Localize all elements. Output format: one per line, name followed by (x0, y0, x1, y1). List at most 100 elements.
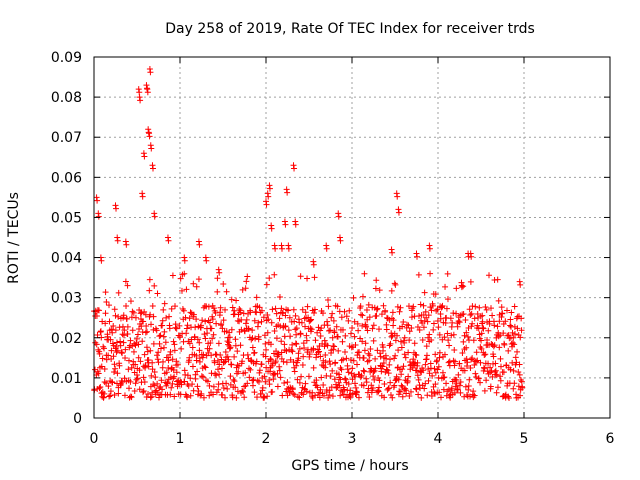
y-tick-label: 0.08 (51, 90, 82, 106)
roti-point (285, 307, 292, 314)
roti-point (425, 334, 432, 341)
roti-point (98, 390, 105, 397)
roti-point (198, 322, 205, 329)
roti-point (269, 388, 276, 395)
roti-point (242, 320, 249, 327)
x-tick-label: 4 (434, 431, 443, 447)
roti-point (320, 310, 327, 317)
roti-point (201, 331, 208, 338)
roti-point (308, 316, 315, 323)
roti-point (410, 303, 417, 310)
roti-point (281, 341, 288, 348)
roti-point (169, 356, 176, 363)
roti-point (216, 361, 223, 368)
roti-point (220, 317, 227, 324)
roti-point (387, 392, 394, 399)
roti-point (253, 358, 260, 365)
roti-point (357, 374, 364, 381)
roti-point (331, 376, 338, 383)
roti-point (349, 390, 356, 397)
roti-point (97, 328, 104, 335)
roti-point (381, 381, 388, 388)
roti-point (358, 372, 365, 379)
roti-point (468, 253, 475, 260)
roti-point (264, 393, 271, 400)
roti-point (210, 305, 217, 312)
roti-point (151, 282, 158, 289)
roti-point (350, 357, 357, 364)
roti-point (323, 245, 330, 252)
roti-point (376, 377, 383, 384)
roti-point (315, 349, 322, 356)
roti-point (159, 317, 166, 324)
roti-point (262, 353, 269, 360)
roti-point (413, 250, 420, 257)
roti-point (204, 330, 211, 337)
roti-point (337, 392, 344, 399)
roti-point (434, 306, 441, 313)
roti-point (360, 367, 367, 374)
roti-point (453, 310, 460, 317)
roti-point (143, 322, 150, 329)
roti-point (435, 374, 442, 381)
roti-point (342, 332, 349, 339)
roti-point (327, 373, 334, 380)
roti-point (492, 360, 499, 367)
roti-point (511, 330, 518, 337)
roti-point (461, 332, 468, 339)
roti-point (340, 356, 347, 363)
roti-point (366, 357, 373, 364)
roti-point (159, 364, 166, 371)
roti-point (148, 145, 155, 152)
roti-point (228, 296, 235, 303)
roti-point (269, 306, 276, 313)
roti-point (113, 339, 120, 346)
roti-point (472, 303, 479, 310)
roti-point (184, 394, 191, 401)
roti-point (348, 370, 355, 377)
roti-point (291, 165, 298, 172)
roti-point (149, 165, 156, 172)
roti-point (150, 313, 157, 320)
roti-point (247, 366, 254, 373)
roti-point (132, 361, 139, 368)
roti-point (249, 382, 256, 389)
roti-point (184, 372, 191, 379)
roti-point (325, 296, 332, 303)
roti-point (491, 322, 498, 329)
roti-point (126, 385, 133, 392)
roti-point (258, 318, 265, 325)
roti-point (412, 351, 419, 358)
roti-point (442, 319, 449, 326)
roti-point (122, 354, 129, 361)
roti-point (158, 377, 165, 384)
roti-point (426, 242, 433, 249)
roti-point (289, 348, 296, 355)
roti-point (453, 285, 460, 292)
roti-point (451, 346, 458, 353)
roti-point (143, 328, 150, 335)
roti-point (406, 393, 413, 400)
roti-point (117, 342, 124, 349)
roti-point (430, 320, 437, 327)
roti-point (403, 321, 410, 328)
roti-point (351, 333, 358, 340)
roti-point (140, 374, 147, 381)
roti-point (495, 297, 502, 304)
roti-point (181, 378, 188, 385)
roti-point (202, 335, 209, 342)
roti-point (281, 379, 288, 386)
roti-point (325, 303, 332, 310)
roti-point (317, 332, 324, 339)
roti-point (313, 377, 320, 384)
roti-point (134, 331, 141, 338)
roti-point (345, 369, 352, 376)
roti-point (332, 359, 339, 366)
roti-point (497, 373, 504, 380)
roti-point (202, 254, 209, 261)
y-axis-label: ROTI / TECUs (6, 192, 22, 284)
roti-point (146, 130, 153, 137)
roti-point (321, 337, 328, 344)
roti-point (187, 375, 194, 382)
roti-point (421, 289, 428, 296)
